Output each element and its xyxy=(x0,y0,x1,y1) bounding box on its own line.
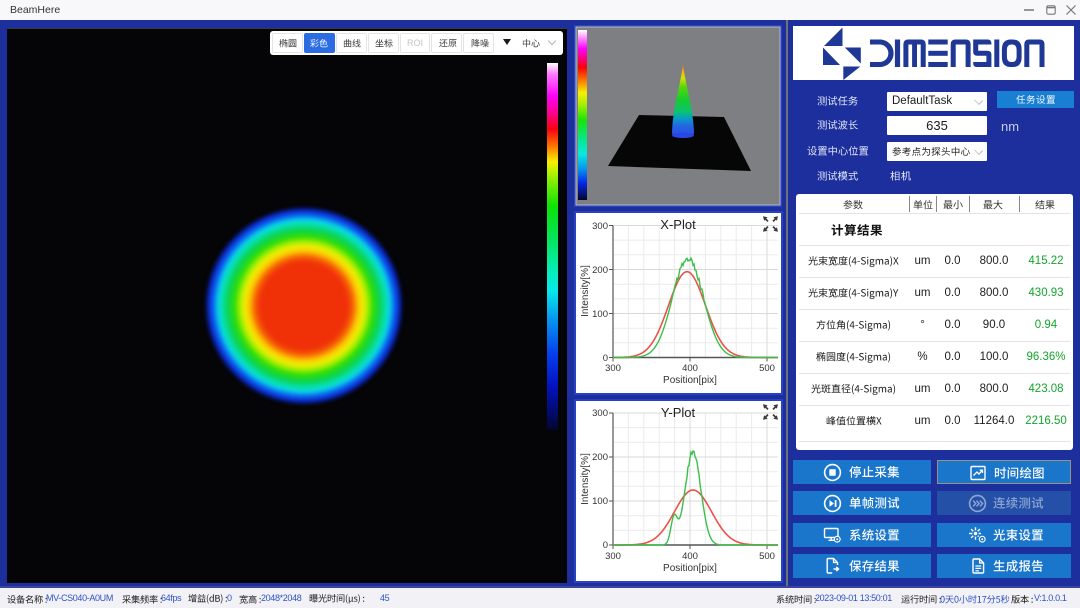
svg-text:Intensity[%]: Intensity[%] xyxy=(580,265,591,317)
svg-text:200: 200 xyxy=(592,265,608,276)
svg-text:400: 400 xyxy=(682,551,698,562)
svg-text:500: 500 xyxy=(759,551,775,562)
svg-text:500: 500 xyxy=(759,363,775,374)
svg-text:0: 0 xyxy=(603,540,608,551)
svg-text:300: 300 xyxy=(605,551,621,562)
svg-text:Intensity[%]: Intensity[%] xyxy=(580,453,591,505)
svg-text:400: 400 xyxy=(682,363,698,374)
svg-text:300: 300 xyxy=(592,408,608,419)
svg-text:100: 100 xyxy=(592,496,608,507)
svg-text:Position[pix]: Position[pix] xyxy=(663,375,717,386)
svg-text:200: 200 xyxy=(592,452,608,463)
svg-text:X-Plot: X-Plot xyxy=(660,217,696,232)
svg-text:300: 300 xyxy=(605,363,621,374)
svg-text:300: 300 xyxy=(592,221,608,232)
svg-text:Y-Plot: Y-Plot xyxy=(661,405,696,420)
svg-text:Position[pix]: Position[pix] xyxy=(663,563,717,574)
svg-text:100: 100 xyxy=(592,309,608,320)
svg-text:0: 0 xyxy=(603,353,608,364)
